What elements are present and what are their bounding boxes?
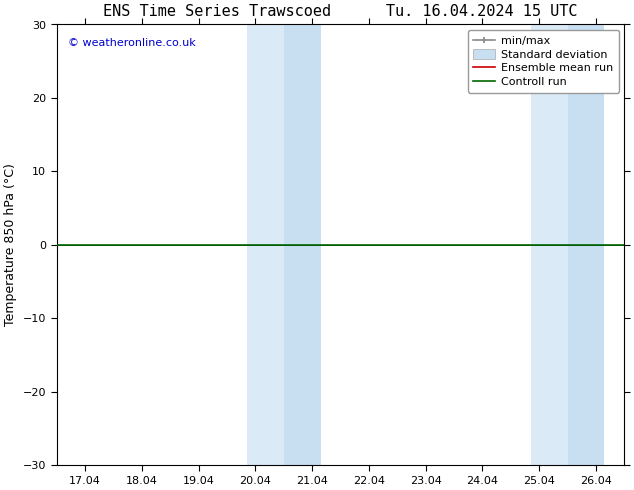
Bar <box>531 24 567 465</box>
Bar <box>567 24 604 465</box>
Bar <box>283 24 321 465</box>
Y-axis label: Temperature 850 hPa (°C): Temperature 850 hPa (°C) <box>4 164 17 326</box>
Text: © weatheronline.co.uk: © weatheronline.co.uk <box>68 38 196 48</box>
Legend: min/max, Standard deviation, Ensemble mean run, Controll run: min/max, Standard deviation, Ensemble me… <box>468 30 619 93</box>
Title: ENS Time Series Trawscoed      Tu. 16.04.2024 15 UTC: ENS Time Series Trawscoed Tu. 16.04.2024… <box>103 4 578 19</box>
Bar <box>247 24 283 465</box>
